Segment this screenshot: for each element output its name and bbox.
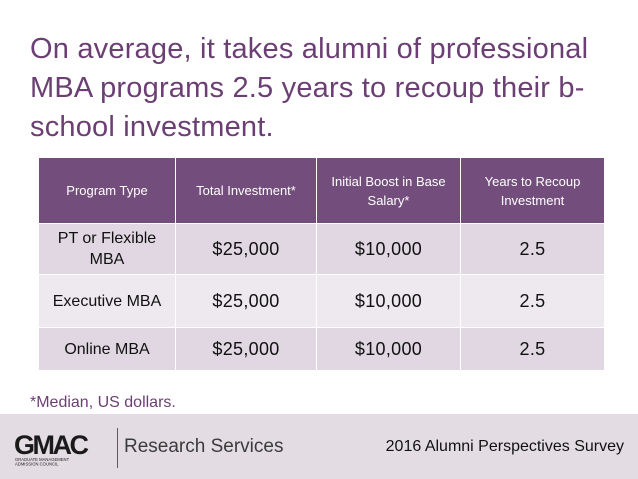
logo-subtext-line1: GRADUATE MANAGEMENT bbox=[15, 457, 70, 462]
header-years-to-recoup: Years to Recoup Investment bbox=[461, 158, 604, 223]
cell-total-investment: $25,000 bbox=[176, 275, 316, 327]
header-total-investment: Total Investment* bbox=[176, 158, 316, 223]
cell-initial-boost: $10,000 bbox=[317, 328, 460, 370]
logo-wordmark: GMAC bbox=[14, 430, 88, 460]
header-initial-boost: Initial Boost in Base Salary* bbox=[317, 158, 460, 223]
survey-label: 2016 Alumni Perspectives Survey bbox=[385, 438, 624, 455]
cell-years-to-recoup: 2.5 bbox=[461, 275, 604, 327]
cell-years-to-recoup: 2.5 bbox=[461, 224, 604, 274]
cell-initial-boost: $10,000 bbox=[317, 275, 460, 327]
page-title: On average, it takes alumni of professio… bbox=[30, 33, 589, 143]
cell-program-type: PT or Flexible MBA bbox=[39, 224, 175, 274]
footer-bar: GMAC GRADUATE MANAGEMENT ADMISSION COUNC… bbox=[0, 414, 638, 479]
cell-total-investment: $25,000 bbox=[176, 328, 316, 370]
investment-table: Program Type Total Investment* Initial B… bbox=[38, 157, 605, 371]
table-header-row: Program Type Total Investment* Initial B… bbox=[39, 158, 604, 223]
footnote: *Median, US dollars. bbox=[30, 394, 176, 411]
table-row: Online MBA $25,000 $10,000 2.5 bbox=[39, 328, 604, 370]
brand-label: Research Services bbox=[124, 436, 284, 457]
footer-divider bbox=[117, 428, 118, 468]
cell-program-type: Online MBA bbox=[39, 328, 175, 370]
gmac-logo: GMAC GRADUATE MANAGEMENT ADMISSION COUNC… bbox=[14, 430, 91, 467]
table-row: Executive MBA $25,000 $10,000 2.5 bbox=[39, 275, 604, 327]
cell-initial-boost: $10,000 bbox=[317, 224, 460, 274]
logo-subtext-line2: ADMISSION COUNCIL bbox=[15, 462, 59, 467]
cell-program-type: Executive MBA bbox=[39, 275, 175, 327]
table-row: PT or Flexible MBA $25,000 $10,000 2.5 bbox=[39, 224, 604, 274]
cell-years-to-recoup: 2.5 bbox=[461, 328, 604, 370]
header-program-type: Program Type bbox=[39, 158, 175, 223]
cell-total-investment: $25,000 bbox=[176, 224, 316, 274]
